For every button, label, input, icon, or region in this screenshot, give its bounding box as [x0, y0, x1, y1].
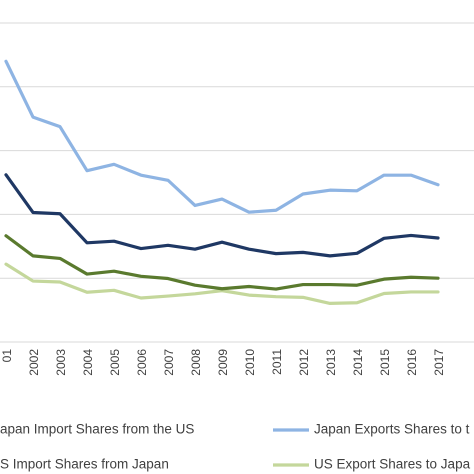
x-tick-label: 2013 [324, 349, 338, 376]
legend: apan Import Shares from the US Japan Expo… [0, 422, 471, 472]
x-tick-label: 2010 [243, 349, 257, 376]
legend-item-us-import: S Import Shares from Japan [0, 457, 169, 472]
legend-label: apan Import Shares from the US [0, 422, 194, 437]
x-tick-label: 01 [0, 349, 14, 363]
series-lines [4, 59, 440, 306]
x-tick-label: 2009 [216, 349, 230, 376]
series-line-us-export [4, 262, 440, 306]
series-line-japan-export [4, 59, 440, 214]
x-tick-label: 2011 [270, 349, 284, 375]
x-axis-tick-labels: 01 2002 2003 2004 2005 2006 2007 2008 2009 2010 20… [0, 349, 446, 376]
x-tick-label: 2007 [162, 349, 176, 376]
legend-label: Japan Exports Shares to t [314, 422, 470, 437]
x-tick-label: 2012 [297, 349, 311, 376]
x-tick-label: 2016 [405, 349, 419, 376]
x-tick-label: 2002 [27, 349, 41, 376]
legend-label: US Export Shares to Japa [314, 457, 471, 472]
series-line-japan-import [4, 173, 440, 258]
gridlines [0, 22, 474, 343]
x-tick-label: 2005 [108, 349, 122, 376]
x-tick-label: 2015 [378, 349, 392, 376]
x-tick-label: 2017 [432, 349, 446, 376]
legend-item-us-export: US Export Shares to Japa [273, 457, 471, 472]
legend-item-japan-import: apan Import Shares from the US [0, 422, 194, 437]
x-tick-label: 2014 [351, 349, 365, 376]
legend-item-japan-export: Japan Exports Shares to t [273, 422, 470, 437]
x-tick-label: 2004 [81, 349, 95, 376]
x-tick-label: 2006 [135, 349, 149, 376]
series-line-us-import [4, 234, 440, 291]
legend-label: S Import Shares from Japan [0, 457, 169, 472]
x-tick-label: 2003 [54, 349, 68, 376]
x-tick-label: 2008 [189, 349, 203, 376]
